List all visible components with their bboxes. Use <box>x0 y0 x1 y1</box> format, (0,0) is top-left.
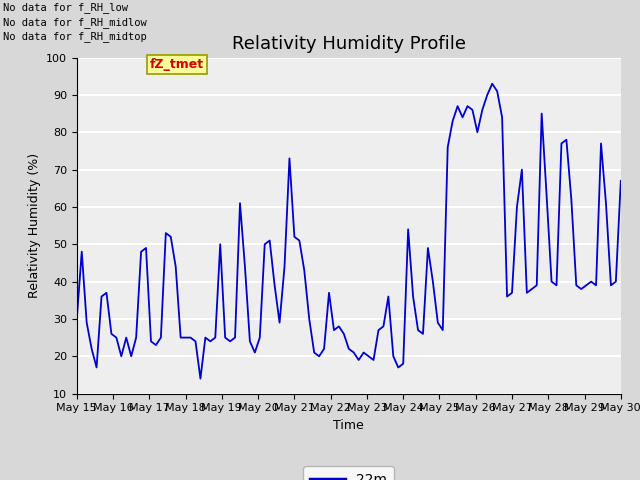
X-axis label: Time: Time <box>333 419 364 432</box>
Text: fZ_tmet: fZ_tmet <box>150 58 204 71</box>
Title: Relativity Humidity Profile: Relativity Humidity Profile <box>232 35 466 53</box>
Text: No data for f_RH_midlow: No data for f_RH_midlow <box>3 17 147 28</box>
Y-axis label: Relativity Humidity (%): Relativity Humidity (%) <box>28 153 40 298</box>
Text: No data for f_RH_low: No data for f_RH_low <box>3 2 128 13</box>
Text: No data for f_RH_midtop: No data for f_RH_midtop <box>3 31 147 42</box>
Legend: 22m: 22m <box>303 466 394 480</box>
